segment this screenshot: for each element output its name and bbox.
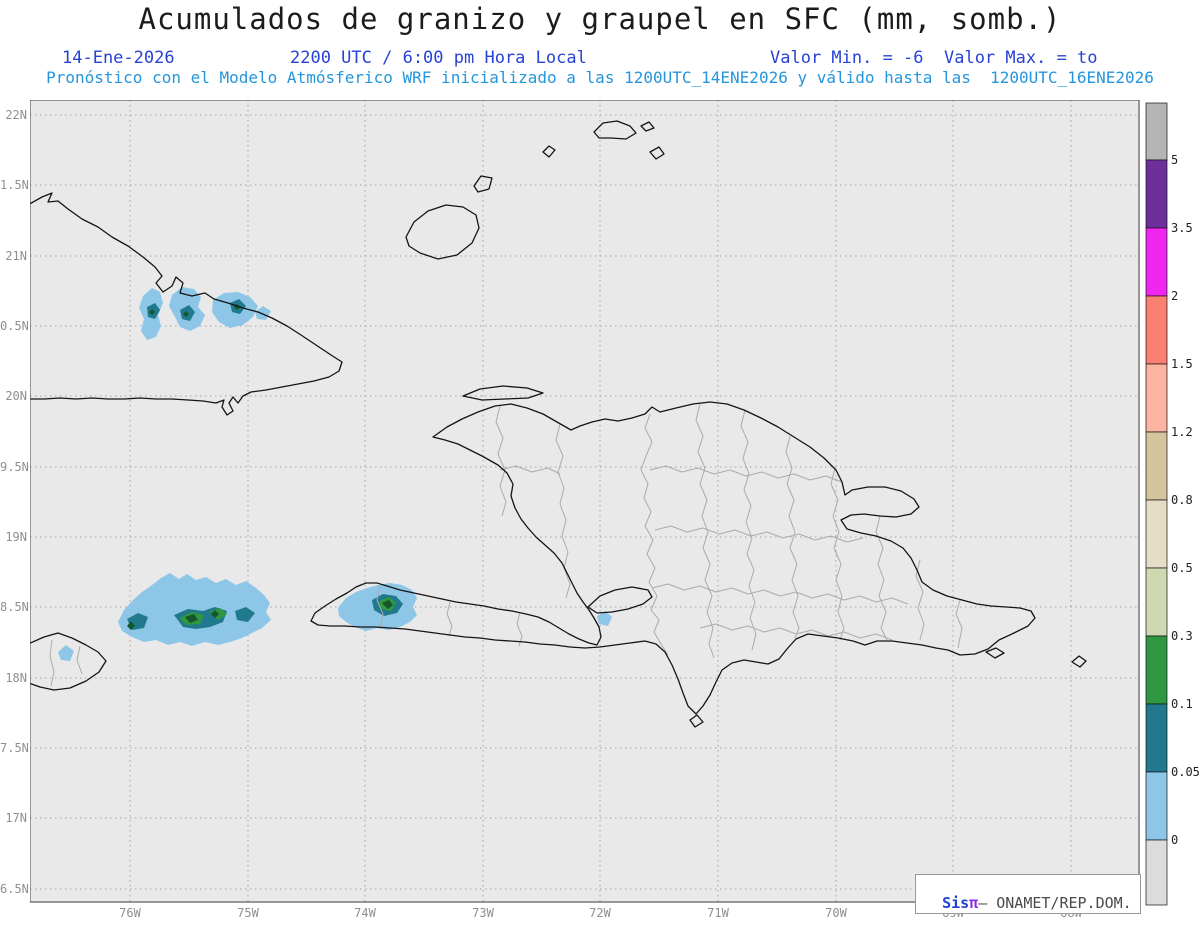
lat-tick-label: 9.5N: [0, 460, 29, 474]
colorbar-tick-label: 0.8: [1171, 493, 1193, 507]
colorbar-segment: [1145, 567, 1168, 637]
hail-shading: [58, 287, 612, 661]
cuba-coastline: [30, 192, 343, 416]
colorbar-segment: [1145, 295, 1168, 365]
colorbar-segment: [1145, 159, 1168, 229]
lat-tick-label: 0.5N: [0, 319, 29, 333]
jamaica-coastline: [30, 632, 107, 691]
colorbar-segment: [1145, 499, 1168, 569]
colorbar-tick-label: 3.5: [1171, 221, 1193, 235]
haiti-dr-border: [640, 413, 669, 656]
lat-tick-label: 6.5N: [0, 882, 29, 896]
lat-tick-label: 19N: [5, 530, 27, 544]
grid-lines: [30, 100, 1140, 903]
colorbar-segment: [1145, 771, 1168, 841]
map-background: [30, 100, 1140, 903]
colorbar-tick-label: 0.05: [1171, 765, 1200, 779]
province-borders: [49, 403, 963, 687]
jamaica-parish-lines: [49, 639, 83, 687]
colorbar-tick-label: 1.5: [1171, 357, 1193, 371]
pi-symbol: π: [969, 894, 979, 912]
colorbar-segment: [1145, 227, 1168, 297]
lat-tick-label: 7.5N: [0, 741, 29, 755]
lat-tick-label: 22N: [5, 108, 27, 122]
forecast-map-canvas: [30, 100, 1140, 903]
gonave-island-coastline: [587, 586, 653, 614]
lat-tick-label: 18N: [5, 671, 27, 685]
hail-patch-green: [179, 597, 396, 625]
colorbar-tick-label: 0: [1171, 833, 1179, 847]
colorbar-tick-label: 2: [1171, 289, 1179, 303]
lat-tick-label: 17N: [5, 811, 27, 825]
small-islands-coastline: [405, 120, 1087, 728]
forecast-date-label: 14-Ene-2026: [62, 48, 175, 68]
grid-vertical: [129, 100, 1072, 903]
colorbar-tick-label: 0.5: [1171, 561, 1193, 575]
colorbar-segment: [1145, 431, 1168, 501]
lat-tick-label: 1.5N: [0, 178, 29, 192]
colorbar-tick-label: 1.2: [1171, 425, 1193, 439]
coastlines: [30, 120, 1087, 728]
grid-horizontal: [30, 114, 1140, 890]
hispaniola-coastline: [310, 401, 1036, 715]
colorbar-segment: [1145, 635, 1168, 705]
lat-tick-label: 20N: [5, 389, 27, 403]
lat-tick-label: 21N: [5, 249, 27, 263]
colorbar-segment: [1145, 102, 1168, 161]
model-info-label: Pronóstico con el Modelo Atmósferico WRF…: [46, 68, 1154, 87]
lon-tick-label: 75W: [237, 906, 259, 920]
colorbar-segment: [1145, 363, 1168, 433]
forecast-time-label: 2200 UTC / 6:00 pm Hora Local: [290, 48, 587, 68]
colorbar-tick-label: 0.3: [1171, 629, 1193, 643]
lon-tick-label: 72W: [589, 906, 611, 920]
colorbar-segment: [1145, 703, 1168, 773]
colorbar: [1145, 102, 1168, 906]
map-frame: [30, 100, 1140, 903]
haiti-department-lines: [376, 405, 571, 647]
onamet-label: – ONAMET/REP.DOM.: [978, 894, 1132, 912]
lon-tick-label: 74W: [354, 906, 376, 920]
lat-tick-label: 8.5N: [0, 600, 29, 614]
page-title: Acumulados de granizo y graupel en SFC (…: [138, 2, 1062, 36]
lon-tick-label: 70W: [825, 906, 847, 920]
lon-tick-label: 71W: [707, 906, 729, 920]
lon-tick-label: 73W: [472, 906, 494, 920]
sispi-logo-text: Sis: [942, 894, 970, 912]
lon-tick-label: 76W: [119, 906, 141, 920]
dr-province-lines: [649, 403, 963, 659]
colorbar-segment: [1145, 839, 1168, 906]
colorbar-tick-label: 0.1: [1171, 697, 1193, 711]
colorbar-tick-label: 5: [1171, 153, 1179, 167]
branding-box: Sisπ– ONAMET/REP.DOM.: [915, 874, 1141, 914]
min-max-label: Valor Min. = -6 Valor Max. = to: [770, 48, 1098, 68]
